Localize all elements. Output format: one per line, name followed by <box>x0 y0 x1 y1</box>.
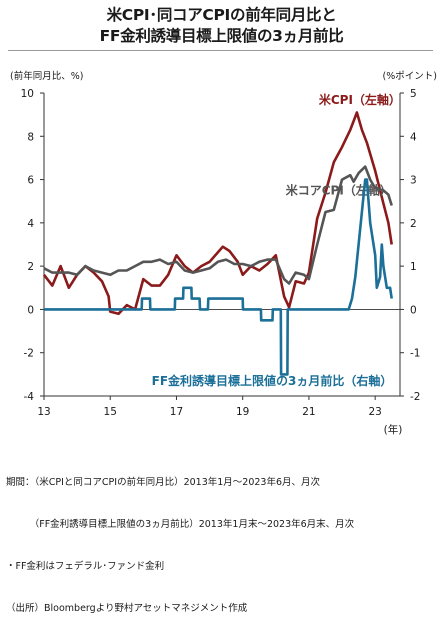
left-axis-unit: (前年同月比、%) <box>10 71 84 82</box>
note-line-4: （出所）Bloombergより野村アセットマネジメント作成 <box>6 603 248 614</box>
x-tick-label: 13 <box>37 406 50 418</box>
right-tick-label: 2 <box>410 218 417 230</box>
series-line-3 <box>44 178 393 376</box>
note-line-2: （FF金利誘導目標上限値の3ヵ月前比）2013年1月末～2023年6月末、月次 <box>6 519 355 530</box>
chart-title-line2: FF金利誘導目標上限値の3ヵ月前比 <box>99 27 344 45</box>
chart-title-line1: 米CPI･同コアCPIの前年同月比と <box>106 6 337 24</box>
series-label-2: 米コアCPI（左軸） <box>286 183 392 198</box>
series-label-3: FF金利誘導目標上限値の3ヵ月前比（右軸） <box>152 373 393 388</box>
left-tick-label: -2 <box>24 348 34 360</box>
note-line-1: 期間：（米CPIと同コアCPIの前年同月比）2013年1月～2023年6月、月次 <box>6 477 321 488</box>
right-tick-label: -1 <box>410 348 420 360</box>
right-tick-label: -2 <box>410 391 420 403</box>
left-tick-label: 6 <box>27 175 34 187</box>
left-tick-label: 10 <box>21 88 34 100</box>
right-tick-label: 5 <box>410 88 417 100</box>
left-tick-label: 0 <box>27 304 34 316</box>
left-tick-label: 2 <box>27 261 34 273</box>
right-axis-unit: (%ポイント) <box>382 71 437 82</box>
right-tick-label: 4 <box>410 131 417 143</box>
x-tick-label: 21 <box>302 406 315 418</box>
series-line-2 <box>43 165 393 285</box>
x-tick-label: 19 <box>236 406 249 418</box>
x-tick-label: 15 <box>104 406 117 418</box>
right-tick-label: 0 <box>410 304 417 316</box>
x-tick-label: 23 <box>368 406 381 418</box>
chart-notes: 期間：（米CPIと同コアCPIの前年同月比）2013年1月～2023年6月、月次… <box>6 448 354 630</box>
series-line-1 <box>42 111 393 316</box>
left-tick-label: 8 <box>27 131 34 143</box>
series-label-1: 米CPI（左軸） <box>319 92 401 107</box>
left-tick-label: -4 <box>24 391 35 403</box>
right-tick-label: 1 <box>410 261 417 273</box>
left-tick-label: 4 <box>27 218 34 230</box>
note-line-3: ・FF金利はフェデラル･ファンド金利 <box>6 561 165 572</box>
title-divider <box>8 50 433 51</box>
x-axis-unit-label: (年) <box>384 423 403 436</box>
right-tick-label: 3 <box>410 175 417 187</box>
x-tick-label: 17 <box>170 406 183 418</box>
